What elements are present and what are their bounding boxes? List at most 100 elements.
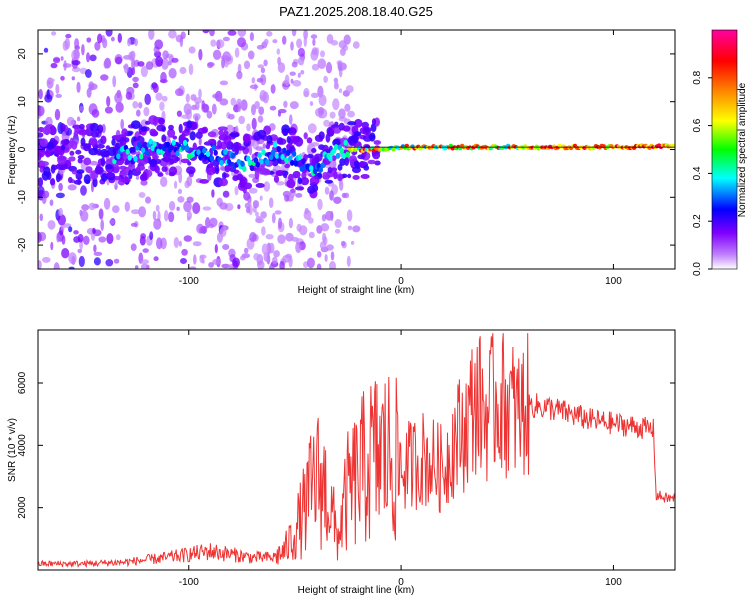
spectrogram-cell [103,59,109,69]
spectrogram-cell [243,60,251,70]
spectrogram-cell [247,159,253,166]
spectrogram-cell [188,266,197,269]
spectrogram-cell [180,132,186,142]
spectrogram-cell [311,47,318,55]
spectrogram-cell [137,61,145,67]
spectrogram-cell [58,207,63,217]
spectrogram-cell [237,30,247,37]
spectrogram-cell [253,157,259,164]
spectrogram-cell [234,47,240,58]
spectrogram-cell [363,165,370,171]
spectrogram-cell [207,62,214,69]
spectrogram-cell [152,210,157,221]
spectrogram-cell [198,48,203,61]
spectrogram-cell [282,190,291,198]
spectrogram-cell [289,114,293,125]
spectrogram-cell [50,241,54,251]
spectrogram-cell [119,165,127,170]
spectrogram-cell [160,71,167,84]
spectrogram-cell [249,165,255,172]
spectrogram-cell [257,115,264,123]
spectrogram-cell [230,97,237,106]
spectrogram-cell [60,139,69,146]
spectrogram-cell [334,219,342,228]
spectrogram-cell [114,92,123,104]
spectrogram-cell [310,34,318,39]
spectrogram-cell [161,134,167,143]
spectrogram-cell [279,260,285,269]
spectrogram-cell [132,101,139,109]
spectrogram-cell [325,210,334,221]
spectrogram-cell [202,206,212,211]
spectrogram-cell [322,172,329,177]
spectrogram-cell [164,210,169,222]
spectrogram-cell [189,131,196,141]
spectrogram-cell [221,57,225,69]
spectrogram-cell [209,155,215,162]
spectrogram-cell [88,202,96,211]
spectrogram-cell [59,123,66,132]
spectrogram-cell [297,72,301,78]
spectrogram-cell [276,181,285,186]
spectrogram-cell [347,110,355,118]
spectrogram-cell [284,163,291,169]
spectrogram-cell [174,156,180,162]
spectrogram-cell [327,167,333,174]
spectrogram-cell [324,179,333,184]
spectrogram-cell [307,123,317,134]
spectrogram-cell [132,82,139,89]
spectrogram-cell [98,236,107,243]
spectrogram-cell [365,129,371,136]
spectrogram-cell [142,171,148,181]
x-tick-label: 0 [398,577,404,588]
spectrogram-cell [68,252,77,265]
spectrogram-cell [310,142,320,147]
spectrogram-cell [127,38,131,47]
spectrogram-cell [251,77,256,84]
spectrogram-cell [55,93,62,98]
spectrogram-cell [334,121,339,127]
spectrogram-cell [317,172,322,178]
spectrogram-cell [121,128,128,138]
spectrogram-cell [202,30,210,34]
spectrogram-cell [57,155,67,165]
spectrogram-cell [125,148,130,155]
spectrogram-cell [86,52,90,63]
spectrogram-cell [176,110,182,117]
spectrogram-cell [300,177,310,186]
spectrogram-cell [65,33,72,39]
spectrogram-cell [274,210,282,215]
spectrogram-cell [156,237,163,250]
spectrogram-cell [53,262,60,269]
spectrogram-cell [152,141,157,148]
spectrogram-cell [338,88,343,93]
spectrogram-cell [332,98,340,111]
spectrogram-cell [211,189,215,198]
spectrogram-cell [237,204,241,210]
spectrogram-cell [188,46,196,54]
spectrogram-cell [270,84,276,94]
spectrogram-cell [217,126,228,131]
colorbar-tick-label: 0.0 [692,262,703,276]
spectrogram-cell [38,260,42,269]
spectrogram-cell [168,30,177,39]
spectrogram-cell [140,233,147,240]
spectrogram-cell [64,37,71,50]
snr-x-axis-label: Height of straight line (km) [298,585,415,596]
spectrogram-cell [288,255,293,268]
spectrogram-cell [41,171,50,181]
spectrogram-cell [248,145,253,156]
spectrogram-cell [269,263,275,269]
spectrogram-cell [83,235,90,245]
spectrogram-cell [144,150,150,157]
spectrogram-cell [58,182,63,192]
spectrogram-cell [138,206,147,218]
spectrogram-cell [293,160,299,167]
spectrogram-cell [297,154,302,161]
spectrogram-cell [266,31,273,37]
snr-y-ticks: 2000 4000 6000 [17,371,675,519]
spectrogram-cell [38,105,45,117]
spectrogram-cell [222,172,227,180]
spectrogram-cell [272,39,278,44]
spectrogram-cell [345,151,350,158]
